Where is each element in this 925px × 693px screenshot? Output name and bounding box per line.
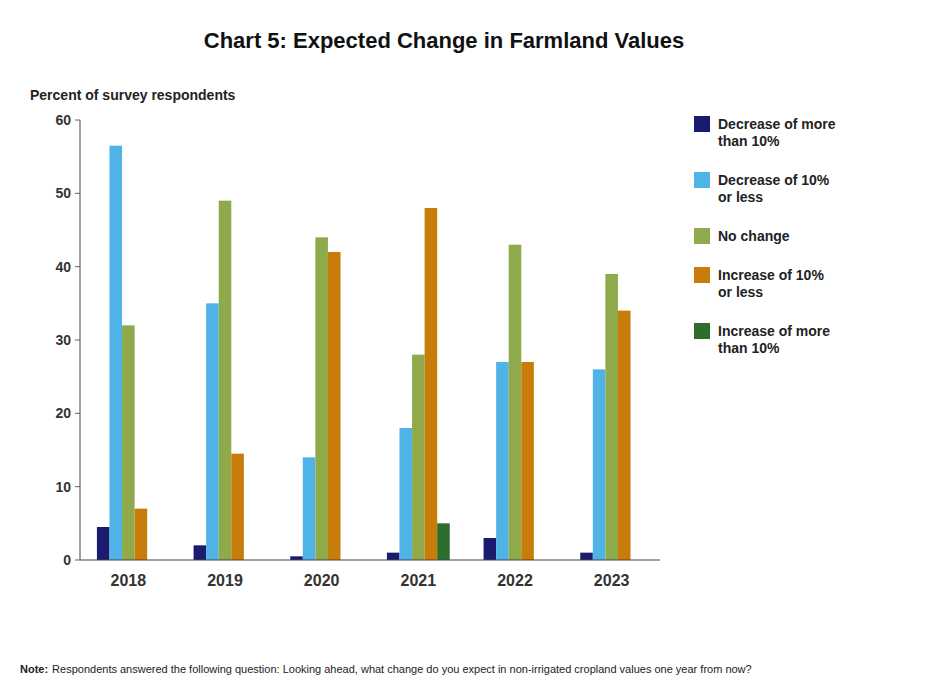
bar bbox=[315, 237, 328, 560]
note: Note: Respondents answered the following … bbox=[20, 663, 752, 675]
legend-label-line: than 10% bbox=[718, 133, 780, 149]
chart-title: Chart 5: Expected Change in Farmland Val… bbox=[204, 28, 684, 53]
bar bbox=[231, 454, 244, 560]
y-tick bbox=[75, 560, 80, 561]
bar bbox=[509, 245, 522, 560]
bar bbox=[194, 545, 207, 560]
legend-label-line: or less bbox=[718, 284, 763, 300]
legend-label-line: Decrease of 10% bbox=[718, 172, 830, 188]
legend-swatch bbox=[694, 228, 710, 244]
legend-label-line: Decrease of more bbox=[718, 116, 836, 132]
bar bbox=[618, 311, 631, 560]
note-part: Note: bbox=[20, 663, 48, 675]
legend-label: Increase of morethan 10% bbox=[718, 323, 830, 356]
bar bbox=[412, 355, 425, 560]
y-tick-label: 20 bbox=[55, 405, 71, 421]
y-tick-label: 40 bbox=[55, 259, 71, 275]
y-tick bbox=[75, 266, 80, 267]
bar bbox=[290, 556, 303, 560]
y-tick bbox=[75, 486, 80, 487]
y-tick-label: 60 bbox=[55, 112, 71, 128]
bar bbox=[97, 527, 110, 560]
y-axis-label: Percent of survey respondents bbox=[30, 87, 236, 103]
legend-label: Decrease of 10%or less bbox=[718, 172, 830, 205]
legend-label-line: Increase of more bbox=[718, 323, 830, 339]
bar bbox=[593, 369, 606, 560]
x-tick-label: 2021 bbox=[401, 572, 437, 589]
bar bbox=[425, 208, 438, 560]
y-tick bbox=[75, 120, 80, 121]
legend-label: No change bbox=[718, 228, 790, 244]
bar bbox=[484, 538, 497, 560]
x-tick-label: 2019 bbox=[207, 572, 243, 589]
bar bbox=[122, 325, 135, 560]
x-tick-label: 2023 bbox=[594, 572, 630, 589]
legend-swatch bbox=[694, 323, 710, 339]
bar bbox=[109, 146, 122, 560]
legend-swatch bbox=[694, 267, 710, 283]
bar bbox=[219, 201, 232, 560]
x-tick-label: 2020 bbox=[304, 572, 340, 589]
y-tick bbox=[75, 413, 80, 414]
y-tick-label: 50 bbox=[55, 185, 71, 201]
y-tick-label: 10 bbox=[55, 479, 71, 495]
bar bbox=[387, 553, 400, 560]
legend-label-line: than 10% bbox=[718, 340, 780, 356]
legend-label: Decrease of morethan 10% bbox=[718, 116, 836, 149]
bar bbox=[437, 523, 450, 560]
bar bbox=[521, 362, 534, 560]
x-axis-line bbox=[80, 560, 660, 561]
legend-label: Increase of 10%or less bbox=[718, 267, 824, 300]
legend-label-line: or less bbox=[718, 189, 763, 205]
x-tick-label: 2018 bbox=[111, 572, 147, 589]
y-tick-label: 30 bbox=[55, 332, 71, 348]
bar bbox=[206, 303, 219, 560]
legend-label-line: Increase of 10% bbox=[718, 267, 824, 283]
legend-swatch bbox=[694, 172, 710, 188]
y-tick-label: 0 bbox=[63, 552, 71, 568]
y-tick bbox=[75, 193, 80, 194]
bar bbox=[605, 274, 618, 560]
y-axis-line bbox=[80, 120, 81, 560]
legend-label-line: No change bbox=[718, 228, 790, 244]
bar bbox=[328, 252, 341, 560]
note-part: Respondents answered the following quest… bbox=[52, 663, 752, 675]
chart-svg: Chart 5: Expected Change in Farmland Val… bbox=[0, 0, 925, 693]
legend-swatch bbox=[694, 116, 710, 132]
x-tick-label: 2022 bbox=[497, 572, 533, 589]
bar bbox=[135, 509, 148, 560]
bar bbox=[496, 362, 509, 560]
bar bbox=[580, 553, 593, 560]
bars-group bbox=[97, 146, 631, 560]
y-tick bbox=[75, 340, 80, 341]
bar bbox=[303, 457, 316, 560]
bar bbox=[399, 428, 412, 560]
